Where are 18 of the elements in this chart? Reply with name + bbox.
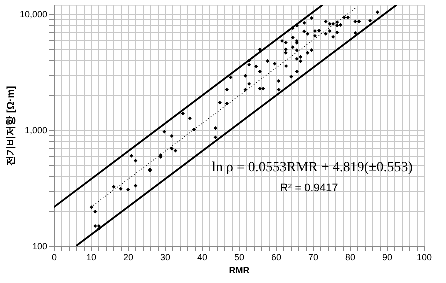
x-tick-label: 80 (345, 252, 356, 262)
x-tick-label: 90 (382, 252, 393, 262)
x-tick-label: 10 (86, 252, 97, 262)
y-tick-label: 10,000 (20, 10, 48, 20)
x-tick-label: 50 (234, 252, 245, 262)
x-tick-label: 70 (308, 252, 319, 262)
x-axis-title: RMR (229, 266, 250, 276)
x-tick-label: 40 (197, 252, 208, 262)
y-tick-label: 1,000 (24, 126, 48, 136)
x-tick-label: 30 (160, 252, 171, 262)
x-tick-label: 20 (123, 252, 134, 262)
y-axis-title: 전기비저항 [Ω·m] (6, 86, 17, 166)
x-tick-label: 100 (416, 252, 432, 262)
y-tick-label: 100 (32, 242, 48, 252)
x-tick-label: 60 (271, 252, 282, 262)
annotation: R² = 0.9417 (280, 182, 338, 194)
x-tick-label: 0 (52, 252, 58, 262)
annotation: ln ρ = 0.0553RMR + 4.819(±0.553) (212, 160, 414, 176)
